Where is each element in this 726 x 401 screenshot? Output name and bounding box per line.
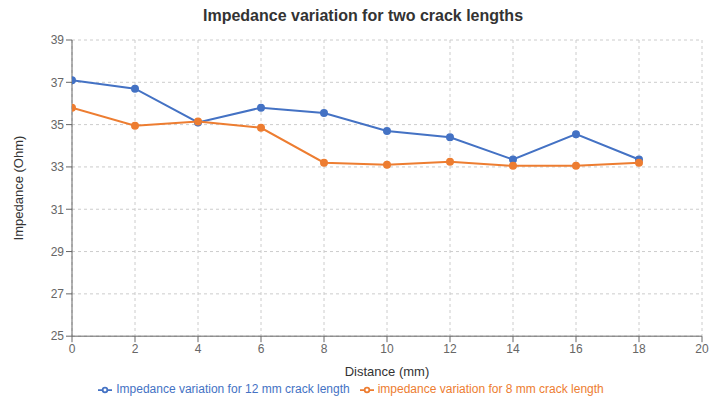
svg-text:39: 39 <box>51 33 65 47</box>
svg-text:35: 35 <box>51 118 65 132</box>
svg-text:25: 25 <box>51 329 65 343</box>
svg-text:20: 20 <box>695 342 709 356</box>
svg-text:10: 10 <box>380 342 394 356</box>
svg-text:12: 12 <box>443 342 457 356</box>
svg-text:4: 4 <box>195 342 202 356</box>
svg-text:27: 27 <box>51 287 65 301</box>
svg-text:Distance (mm): Distance (mm) <box>345 364 430 379</box>
svg-text:14: 14 <box>506 342 520 356</box>
svg-text:16: 16 <box>569 342 583 356</box>
svg-text:37: 37 <box>51 76 65 90</box>
html-text:Impedance variation for two cr: Impedance variation for two crack length… <box>203 7 523 24</box>
svg-text:31: 31 <box>51 203 65 217</box>
html-text:Impedance variation for 12 mm: Impedance variation for 12 mm crack leng… <box>116 382 350 397</box>
svg-text:0: 0 <box>69 342 76 356</box>
svg-text:8: 8 <box>321 342 328 356</box>
svg-text:29: 29 <box>51 245 65 259</box>
svg-text:6: 6 <box>258 342 265 356</box>
html-text:impedance variation for 8 mm c: impedance variation for 8 mm crack lengt… <box>377 382 604 397</box>
svg-text:18: 18 <box>632 342 646 356</box>
svg-text:2: 2 <box>132 342 139 356</box>
svg-text:Impedance (Ohm): Impedance (Ohm) <box>11 136 26 241</box>
svg-text:33: 33 <box>51 160 65 174</box>
